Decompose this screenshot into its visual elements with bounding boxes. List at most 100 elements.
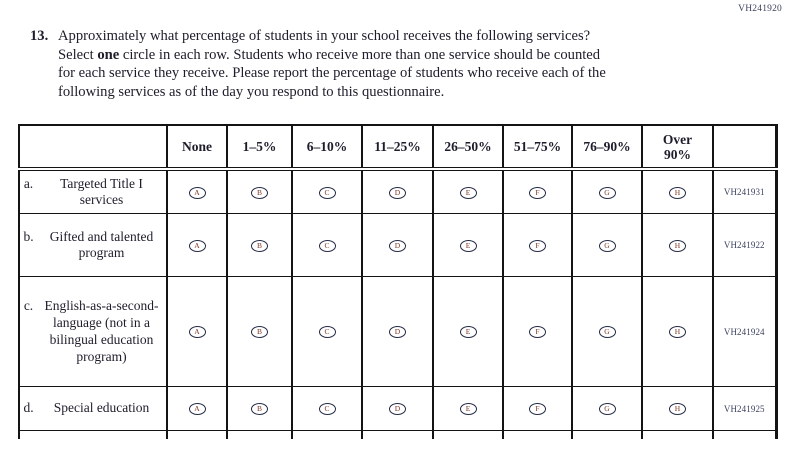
option-cell-h[interactable]: H xyxy=(641,276,713,387)
option-bubble-e[interactable]: E xyxy=(459,403,477,416)
option-cell-h[interactable]: H xyxy=(641,168,713,214)
option-cell-a[interactable]: A xyxy=(166,276,227,387)
option-cell-g[interactable]: G xyxy=(571,213,642,277)
question-13: 13. Approximately what percentage of stu… xyxy=(30,27,788,101)
cutoff-cell xyxy=(226,430,292,440)
option-bubble-d[interactable]: D xyxy=(389,186,406,199)
option-cell-e[interactable]: E xyxy=(432,168,503,214)
option-cell-b[interactable]: B xyxy=(226,386,292,431)
option-bubble-a[interactable]: A xyxy=(188,239,206,252)
option-cell-a[interactable]: A xyxy=(166,168,227,214)
option-bubble-h[interactable]: H xyxy=(669,239,686,252)
option-bubble-a[interactable]: A xyxy=(188,186,206,199)
option-cell-c[interactable]: C xyxy=(291,213,362,277)
cutoff-cell xyxy=(18,430,167,440)
option-bubble-c[interactable]: C xyxy=(318,239,336,252)
cutoff-cell xyxy=(712,430,776,440)
option-cell-g[interactable]: G xyxy=(571,168,642,214)
cutoff-cell xyxy=(291,430,362,440)
row-label-cell: d. Special education xyxy=(18,386,167,431)
option-bubble-c[interactable]: C xyxy=(318,186,336,199)
option-bubble-g[interactable]: G xyxy=(598,403,616,416)
option-bubble-g[interactable]: G xyxy=(598,239,616,252)
header-row: None 1–5% 6–10% 11–25% 26–50% 51–75% 76–… xyxy=(18,125,776,172)
option-cell-f[interactable]: F xyxy=(502,213,572,277)
row-item-label: Gifted and talented program xyxy=(49,228,154,261)
option-cell-e[interactable]: E xyxy=(432,386,503,431)
option-bubble-a[interactable]: A xyxy=(188,326,206,339)
table-row-esl: c. English-as-a-second-language (not in … xyxy=(18,276,776,387)
option-cell-d[interactable]: D xyxy=(361,168,433,214)
cutoff-cell xyxy=(361,430,433,440)
option-cell-f[interactable]: F xyxy=(502,168,572,214)
option-cell-c[interactable]: C xyxy=(291,386,362,431)
option-bubble-d[interactable]: D xyxy=(389,403,406,416)
row-item-letter: d. xyxy=(23,400,34,416)
cutoff-cell xyxy=(502,430,572,440)
header-1-5: 1–5% xyxy=(226,125,292,172)
header-76-90: 76–90% xyxy=(571,125,642,172)
option-cell-a[interactable]: A xyxy=(166,386,227,431)
option-bubble-b[interactable]: B xyxy=(251,239,268,252)
option-bubble-e[interactable]: E xyxy=(459,186,477,199)
header-none: None xyxy=(166,125,227,172)
cutoff-cell xyxy=(166,430,227,440)
table-row-cutoff xyxy=(18,430,776,440)
option-bubble-d[interactable]: D xyxy=(389,239,406,252)
option-bubble-a[interactable]: A xyxy=(188,403,206,416)
cutoff-cell xyxy=(571,430,642,440)
question-text-bold: one xyxy=(97,46,120,63)
row-label-cell: b. Gifted and talented program xyxy=(18,213,167,277)
option-bubble-b[interactable]: B xyxy=(251,326,268,339)
option-bubble-f[interactable]: F xyxy=(529,403,546,416)
option-cell-g[interactable]: G xyxy=(571,386,642,431)
option-bubble-c[interactable]: C xyxy=(318,403,336,416)
option-bubble-h[interactable]: H xyxy=(669,186,686,199)
row-code: VH241924 xyxy=(712,276,776,387)
option-cell-a[interactable]: A xyxy=(166,213,227,277)
option-cell-d[interactable]: D xyxy=(361,386,433,431)
row-label-cell: a. Targeted Title I services xyxy=(18,168,167,214)
row-code: VH241931 xyxy=(712,168,776,214)
option-cell-f[interactable]: F xyxy=(502,386,572,431)
option-cell-g[interactable]: G xyxy=(571,276,642,387)
option-cell-h[interactable]: H xyxy=(641,386,713,431)
option-bubble-c[interactable]: C xyxy=(318,326,336,339)
form-code: VH241920 xyxy=(738,4,782,14)
option-bubble-f[interactable]: F xyxy=(529,326,546,339)
option-cell-f[interactable]: F xyxy=(502,276,572,387)
option-cell-c[interactable]: C xyxy=(291,168,362,214)
option-cell-e[interactable]: E xyxy=(432,276,503,387)
question-text-part1: Approximately what percentage of student… xyxy=(58,28,591,63)
option-bubble-d[interactable]: D xyxy=(389,326,406,339)
option-bubble-e[interactable]: E xyxy=(459,239,477,252)
question-text-part2: circle in each row. Students who receive… xyxy=(58,46,606,100)
option-bubble-g[interactable]: G xyxy=(598,326,616,339)
option-cell-c[interactable]: C xyxy=(291,276,362,387)
option-bubble-b[interactable]: B xyxy=(251,403,268,416)
question-text: Approximately what percentage of student… xyxy=(58,27,620,101)
option-bubble-h[interactable]: H xyxy=(669,326,686,339)
option-bubble-f[interactable]: F xyxy=(529,186,546,199)
option-bubble-h[interactable]: H xyxy=(669,403,686,416)
option-cell-b[interactable]: B xyxy=(226,168,292,214)
option-bubble-e[interactable]: E xyxy=(459,326,477,339)
option-cell-d[interactable]: D xyxy=(361,276,433,387)
option-cell-h[interactable]: H xyxy=(641,213,713,277)
option-cell-b[interactable]: B xyxy=(226,213,292,277)
option-bubble-g[interactable]: G xyxy=(598,186,616,199)
question-number: 13. xyxy=(30,28,49,44)
cutoff-cell xyxy=(432,430,503,440)
option-cell-e[interactable]: E xyxy=(432,213,503,277)
header-6-10: 6–10% xyxy=(291,125,362,172)
row-item-label: English-as-a-second-language (not in a b… xyxy=(44,298,159,364)
table-row-targeted-title-i: a. Targeted Title I services A B C D E F G H VH2… xyxy=(18,168,776,214)
option-bubble-f[interactable]: F xyxy=(529,239,546,252)
header-blank-cell xyxy=(18,125,167,172)
row-item-letter: b. xyxy=(23,228,34,244)
option-bubble-b[interactable]: B xyxy=(251,186,268,199)
option-cell-d[interactable]: D xyxy=(361,213,433,277)
table-row-gifted-talented: b. Gifted and talented program A B C D E F G H V… xyxy=(18,213,776,277)
option-cell-b[interactable]: B xyxy=(226,276,292,387)
